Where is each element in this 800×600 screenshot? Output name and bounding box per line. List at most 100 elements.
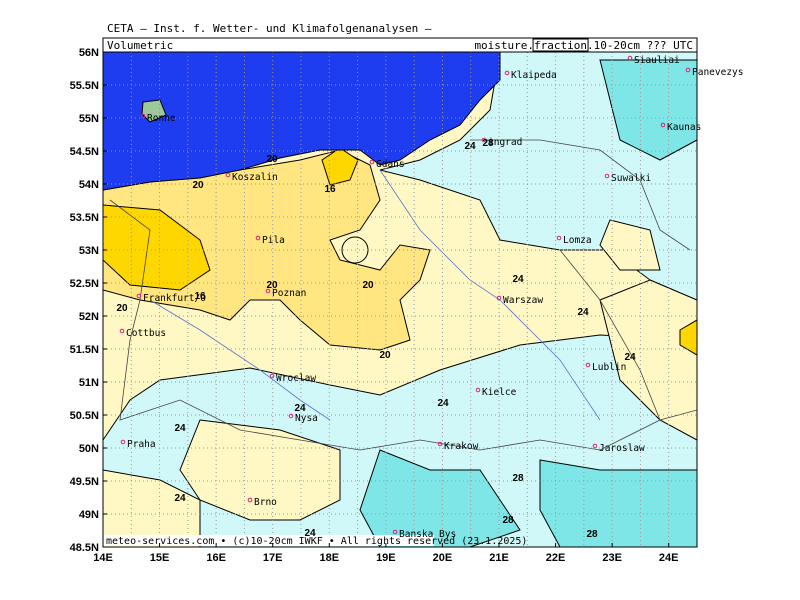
city-dot xyxy=(481,137,487,143)
field-teal xyxy=(539,459,697,547)
y-tick-label: 55.5N xyxy=(70,80,99,92)
city-dot xyxy=(225,172,231,178)
contour-label: 20 xyxy=(362,280,374,291)
city-label: Klaipeda xyxy=(511,70,557,81)
city-dot xyxy=(660,122,666,128)
contour-label: 24 xyxy=(304,528,316,539)
city-label: Panevezys xyxy=(692,67,743,78)
border xyxy=(559,249,661,421)
city-label: Warszaw xyxy=(503,295,543,306)
city-label: Nysa xyxy=(295,413,318,424)
city-dot xyxy=(140,113,146,119)
contour-label: 20 xyxy=(116,303,128,314)
border xyxy=(470,139,691,251)
city-label: Poznan xyxy=(272,288,306,299)
title: CETA – Inst. f. Wetter- und Klimafolgena… xyxy=(107,22,432,35)
field-pale xyxy=(179,419,341,521)
field-pale xyxy=(103,469,201,547)
y-tick-label: 51.5N xyxy=(70,344,99,356)
x-tick-label: 17E xyxy=(263,552,283,564)
x-tick-label: 19E xyxy=(376,552,396,564)
city-label: Frankfurt/O xyxy=(143,293,206,304)
footer-bg xyxy=(104,535,434,546)
y-tick-label: 54N xyxy=(79,179,99,191)
city-label: Praha xyxy=(127,439,156,450)
city-dot xyxy=(369,159,375,165)
y-tick-label: 52N xyxy=(79,311,99,323)
contour-label: 28 xyxy=(502,515,514,526)
field-pale xyxy=(599,219,661,271)
x-tick-label: 18E xyxy=(319,552,339,564)
x-tick-label: 16E xyxy=(206,552,226,564)
city-label: Gdans xyxy=(376,159,405,170)
x-tick-label: 24E xyxy=(659,552,679,564)
field-teal xyxy=(359,449,521,547)
city-dot xyxy=(685,67,691,73)
city-label: Ronne xyxy=(147,113,176,124)
x-tick-label: 20E xyxy=(433,552,453,564)
contour-label: 28 xyxy=(482,138,494,149)
city-dot xyxy=(269,373,275,379)
city-dot xyxy=(496,295,502,301)
contour-label: 16 xyxy=(194,291,206,302)
city-dot xyxy=(604,173,610,179)
city-label: Jaroslaw xyxy=(599,443,645,454)
x-tick-label: 15E xyxy=(150,552,170,564)
contour-label: 28 xyxy=(586,529,598,540)
city-label: Pila xyxy=(262,235,285,246)
river xyxy=(149,299,331,421)
y-tick-label: 56N xyxy=(79,47,99,59)
city-label: Siauliai xyxy=(634,55,680,66)
city-label: Kielce xyxy=(482,387,517,398)
right-suffix: .10-20cm ??? UTC xyxy=(587,39,693,52)
contour-label: 20 xyxy=(266,280,278,291)
grid xyxy=(103,52,697,547)
boxed-frame xyxy=(532,38,589,52)
field-pale xyxy=(599,279,697,441)
city-dot xyxy=(504,70,510,76)
left-label: Volumetric xyxy=(107,39,173,52)
footer: meteo-services.com • (c)10-20cm IWKF • A… xyxy=(106,536,527,547)
contour-label: 20 xyxy=(192,180,204,191)
contour-label: 24 xyxy=(174,493,186,504)
city-label: Suwalki xyxy=(611,173,651,184)
city-dot xyxy=(627,55,633,61)
right-boxed: fraction xyxy=(534,39,587,52)
contour-label: 28 xyxy=(512,473,524,484)
right-label: moisture.fraction.10-20cm ??? UTC xyxy=(474,39,693,52)
city-label: Lomza xyxy=(563,235,592,246)
city-dot xyxy=(592,443,598,449)
contour-label: 24 xyxy=(464,141,476,152)
city-dot xyxy=(585,362,591,368)
contour-label: 24 xyxy=(174,423,186,434)
city-label: Kaunas xyxy=(667,122,701,133)
city-label: ingrad xyxy=(488,137,522,148)
y-tick-label: 55N xyxy=(79,113,99,125)
y-tick-label: 49.5N xyxy=(70,476,99,488)
x-tick-label: 22E xyxy=(546,552,566,564)
city-label: Lublin xyxy=(592,362,626,373)
y-tick-label: 53.5N xyxy=(70,212,99,224)
header-box xyxy=(102,37,698,53)
contour-label: 24 xyxy=(437,398,449,409)
y-tick-label: 48.5N xyxy=(70,542,99,554)
y-tick-label: 49N xyxy=(79,509,99,521)
city-dot xyxy=(247,497,253,503)
contour-label: 24 xyxy=(294,403,306,414)
field-teal xyxy=(599,59,697,161)
y-tick-label: 50N xyxy=(79,443,99,455)
field-gold xyxy=(679,319,697,356)
contour-label: 24 xyxy=(512,274,524,285)
y-tick-label: 50.5N xyxy=(70,410,99,422)
city-dot xyxy=(392,529,398,535)
city-label: Koszalin xyxy=(232,172,278,183)
city-label: Krakow xyxy=(444,441,479,452)
contour-label: 24 xyxy=(624,352,636,363)
contour-label: 20 xyxy=(379,350,391,361)
city-label: Banska Bys xyxy=(399,529,456,540)
city-label: Brno xyxy=(254,497,277,508)
x-tick-label: 23E xyxy=(602,552,622,564)
y-tick-label: 54.5N xyxy=(70,146,99,158)
y-tick-label: 51N xyxy=(79,377,99,389)
